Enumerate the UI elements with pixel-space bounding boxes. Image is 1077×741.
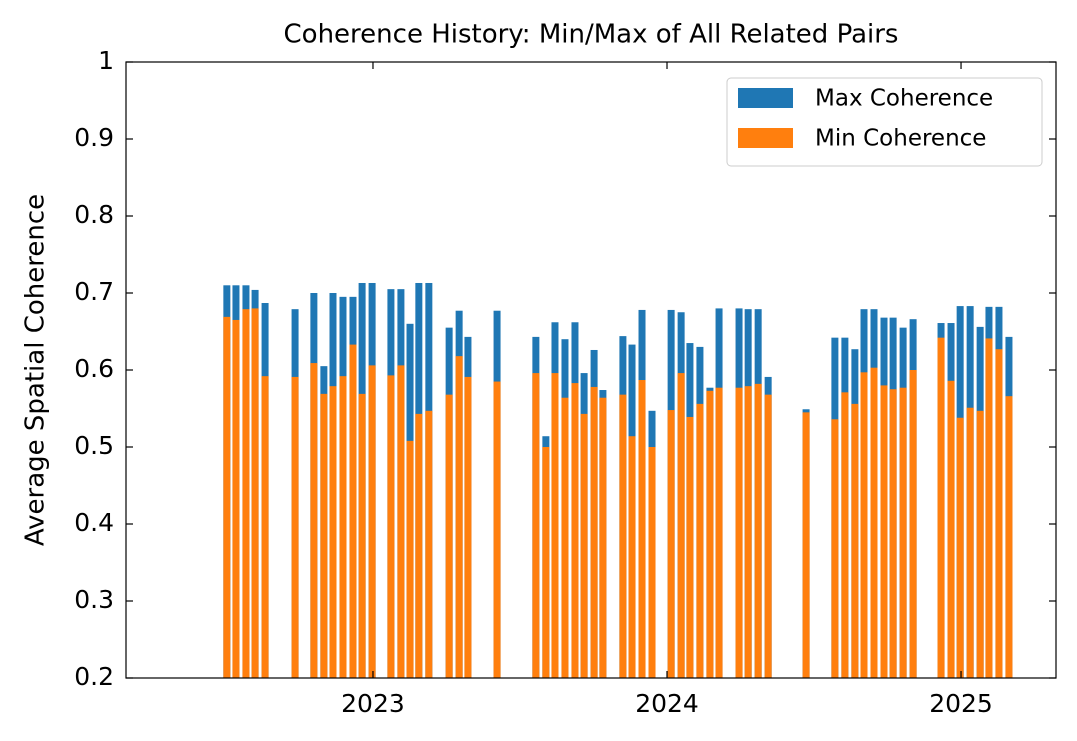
bar: [880, 385, 888, 678]
bar: [261, 376, 269, 678]
bar: [985, 338, 993, 678]
bar: [242, 309, 250, 678]
x-tick-label: 2024: [635, 689, 699, 718]
y-tick-label: 1: [98, 46, 114, 75]
bar: [223, 316, 231, 678]
bar: [368, 365, 376, 678]
bar: [291, 376, 299, 678]
bar: [310, 363, 318, 678]
bar: [899, 387, 907, 678]
bar: [251, 308, 259, 678]
bar: [415, 413, 423, 678]
legend-swatch: [738, 128, 793, 148]
bar: [406, 440, 414, 678]
y-tick-label: 0.2: [74, 662, 114, 691]
chart-title: Coherence History: Min/Max of All Relate…: [284, 20, 899, 50]
bar: [320, 393, 328, 678]
legend-swatch: [738, 88, 793, 108]
bar: [889, 389, 897, 678]
bar: [715, 387, 723, 678]
bar: [532, 373, 540, 678]
bar: [648, 447, 656, 678]
bar: [455, 356, 463, 678]
bar: [571, 383, 579, 678]
bar: [995, 349, 1003, 678]
bar: [425, 410, 433, 678]
x-tick-label: 2025: [929, 689, 993, 718]
x-tick-label: 2023: [341, 689, 405, 718]
bar: [232, 319, 240, 678]
bar: [339, 376, 347, 678]
bar: [860, 372, 868, 678]
bar: [677, 373, 685, 678]
y-tick-label: 0.7: [74, 277, 114, 306]
y-axis-label: Average Spatial Coherence: [21, 194, 51, 546]
bar: [358, 393, 366, 678]
bar: [551, 373, 559, 678]
bar: [445, 394, 453, 678]
bar: [464, 376, 472, 678]
bar: [947, 380, 955, 678]
bar: [764, 394, 772, 678]
bar: [329, 386, 337, 678]
legend-box: [726, 77, 1043, 167]
bar: [802, 412, 810, 678]
legend-label: Min Coherence: [815, 126, 986, 152]
bar: [561, 397, 569, 678]
bar: [841, 392, 849, 678]
bar: [870, 367, 878, 678]
y-tick-label: 0.9: [74, 123, 114, 152]
bar: [542, 447, 550, 678]
bar: [686, 416, 694, 678]
bar: [754, 383, 762, 678]
bar: [956, 417, 964, 678]
bar: [638, 380, 646, 678]
bar: [349, 344, 357, 678]
bar: [735, 387, 743, 678]
bar: [744, 386, 752, 678]
legend-label: Max Coherence: [815, 86, 993, 112]
bar: [976, 410, 984, 678]
bar: [599, 397, 607, 678]
bar: [667, 410, 675, 678]
bar: [493, 381, 501, 678]
bar: [628, 436, 636, 678]
y-tick-label: 0.6: [74, 354, 114, 383]
bar: [909, 370, 917, 678]
bar: [696, 403, 704, 678]
y-tick-label: 0.4: [74, 508, 114, 537]
bar: [580, 413, 588, 678]
bar: [831, 419, 839, 678]
bar: [851, 403, 859, 678]
bar: [937, 337, 945, 678]
bar: [706, 390, 714, 678]
bar: [619, 394, 627, 678]
bar: [397, 365, 405, 678]
bar: [1005, 396, 1013, 678]
y-tick-label: 0.3: [74, 585, 114, 614]
bar: [387, 375, 395, 678]
bar: [590, 386, 598, 678]
y-tick-label: 0.8: [74, 200, 114, 229]
bar: [966, 407, 974, 678]
y-tick-label: 0.5: [74, 431, 114, 460]
